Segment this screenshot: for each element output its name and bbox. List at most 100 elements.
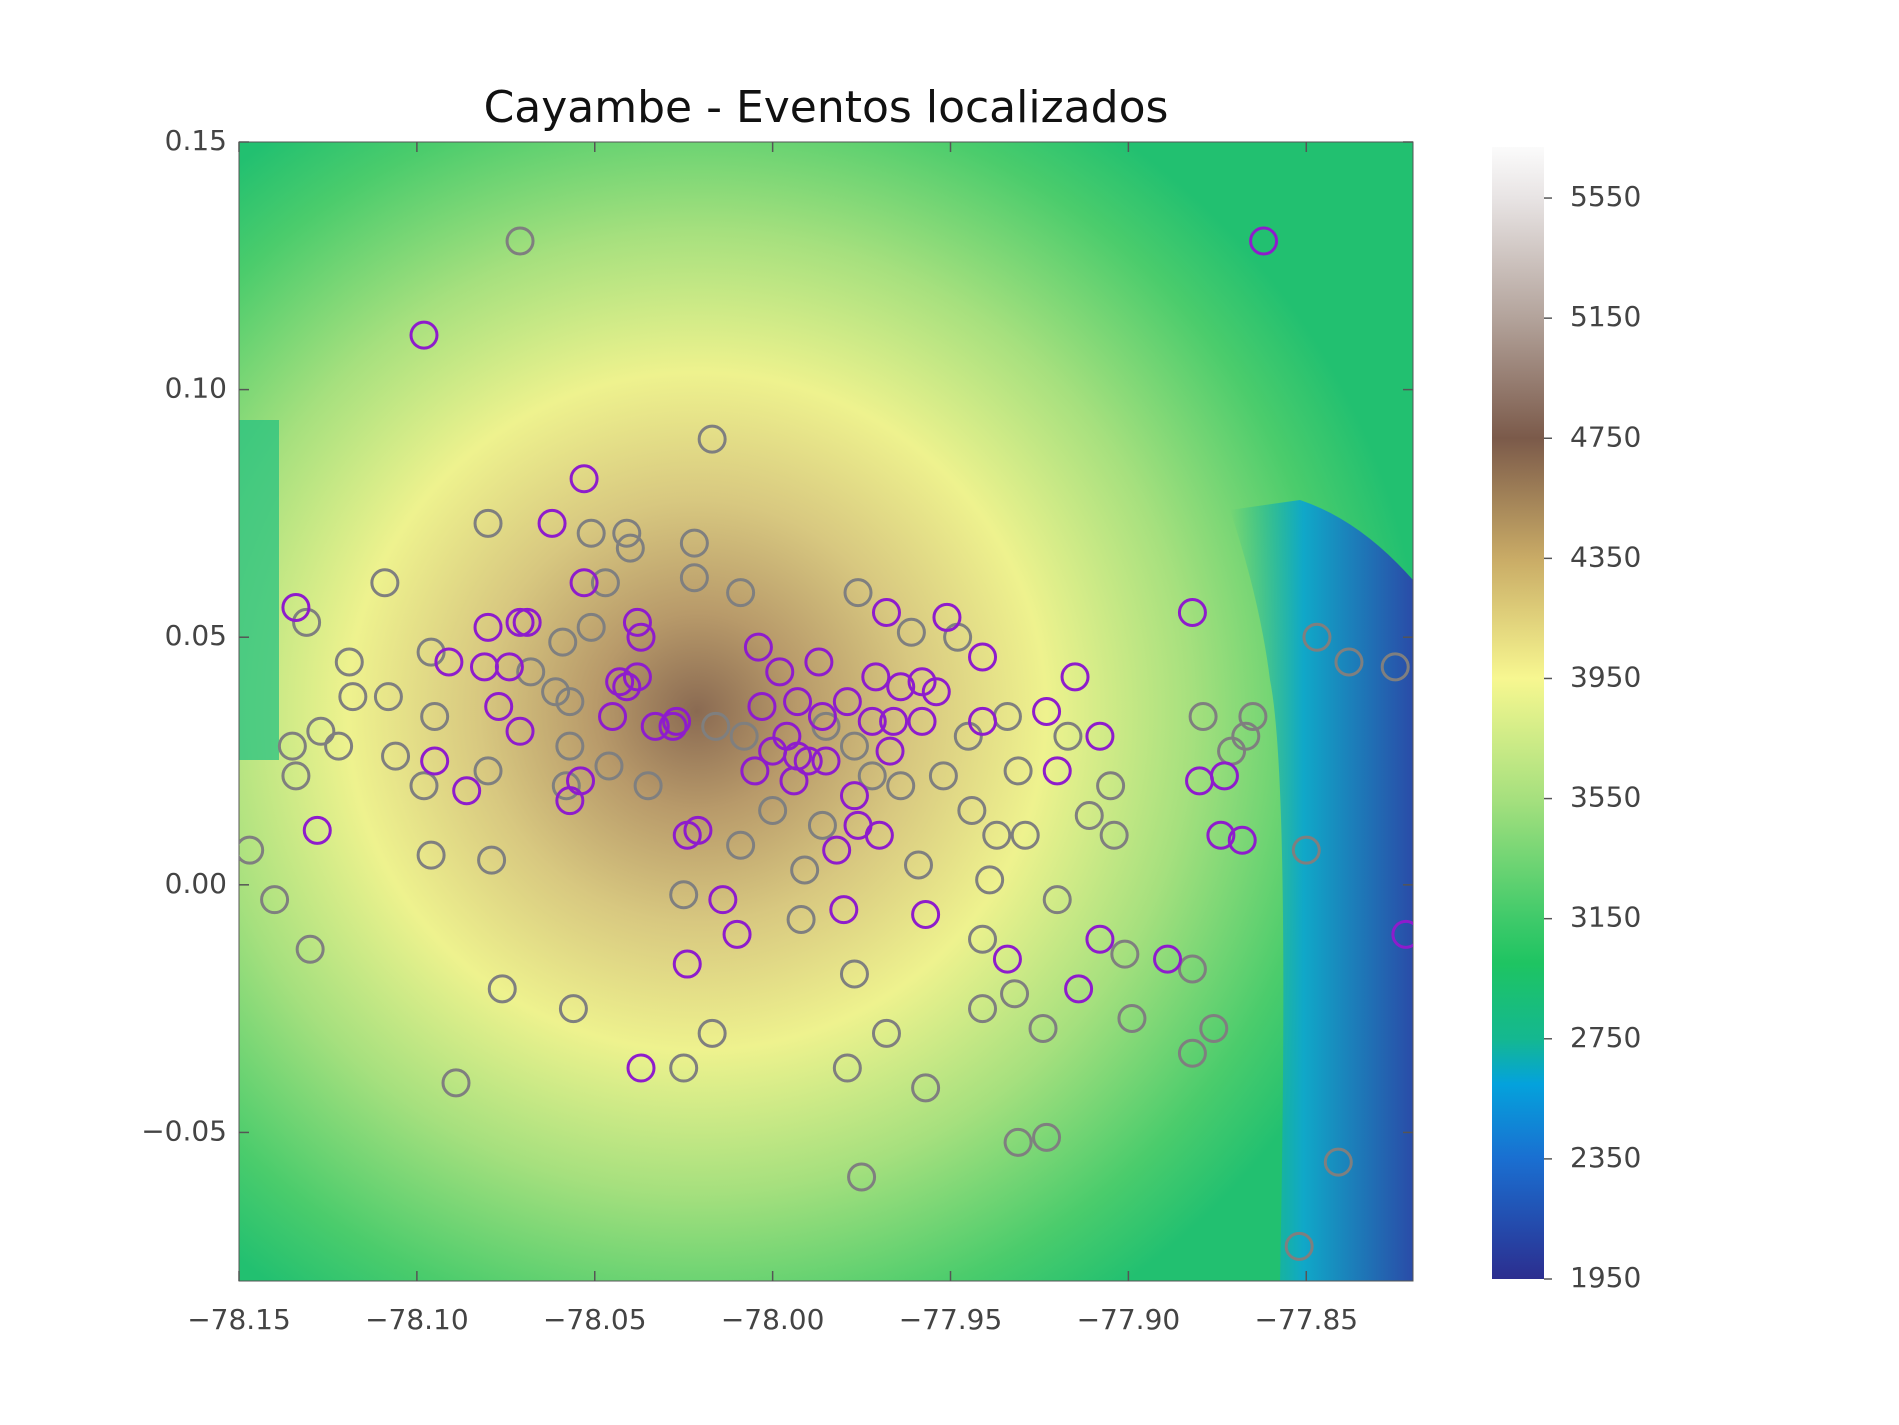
event-marker [569, 464, 599, 494]
event-marker [1110, 939, 1140, 969]
event-marker [373, 682, 403, 712]
event-marker [420, 701, 450, 731]
event-marker [726, 830, 756, 860]
event-marker [281, 761, 311, 791]
event-marker [968, 994, 998, 1024]
event-marker [1391, 919, 1413, 949]
event-marker [640, 711, 670, 741]
event-marker [576, 518, 606, 548]
event-marker [1199, 1013, 1229, 1043]
event-marker [807, 701, 837, 731]
event-marker [537, 508, 567, 538]
event-marker [722, 919, 752, 949]
x-tick-label: −78.05 [543, 1303, 647, 1336]
event-marker [1032, 1122, 1062, 1152]
event-marker [726, 578, 756, 608]
x-tick-label: −78.00 [721, 1303, 825, 1336]
event-marker [1323, 1147, 1353, 1177]
event-marker [1227, 825, 1257, 855]
event-marker [1032, 697, 1062, 726]
event-marker [1249, 226, 1279, 256]
event-marker [622, 662, 652, 692]
event-marker [277, 731, 307, 761]
x-tick-label: −78.10 [365, 1303, 469, 1336]
y-tick-label: 0.15 [165, 124, 227, 157]
event-marker [669, 1053, 699, 1083]
event-marker [804, 647, 834, 677]
event-marker [1003, 756, 1033, 786]
event-marker [292, 607, 322, 637]
event-marker [708, 885, 738, 915]
event-marker [1188, 701, 1218, 731]
event-marker [569, 568, 599, 598]
event-marker [1099, 820, 1129, 850]
event-marker [548, 627, 578, 657]
event-marker [822, 835, 852, 865]
y-tick-label: 0.10 [165, 372, 227, 405]
event-marker [832, 1053, 862, 1083]
event-marker [1042, 885, 1072, 915]
event-marker [839, 959, 869, 989]
event-marker [683, 815, 713, 845]
event-marker [615, 533, 645, 563]
event-marker [758, 796, 788, 826]
x-tick-label: −78.15 [187, 1303, 291, 1336]
event-marker [679, 563, 709, 593]
event-marker [1238, 701, 1268, 731]
event-marker [1042, 756, 1072, 786]
event-marker [1291, 835, 1321, 865]
event-marker [911, 900, 941, 930]
event-marker [871, 1018, 901, 1048]
event-marker [558, 994, 588, 1024]
y-tick-label: 0.05 [165, 619, 227, 652]
x-tick-label: −77.95 [899, 1303, 1003, 1336]
event-marker [281, 593, 311, 623]
event-marker [911, 1073, 941, 1103]
event-marker [633, 771, 663, 801]
event-marker [590, 568, 620, 598]
colorbar-tick-label: 4750 [1570, 420, 1641, 453]
event-marker [541, 677, 571, 707]
event-marker [484, 692, 514, 722]
event-marker [516, 657, 546, 687]
event-marker [1177, 954, 1207, 984]
event-marker [1302, 622, 1332, 652]
event-marker [1153, 944, 1183, 974]
event-marker [793, 746, 823, 776]
event-marker [765, 657, 795, 687]
event-marker [861, 662, 891, 692]
colorbar-tick-label: 5550 [1570, 180, 1641, 213]
event-marker [857, 761, 887, 791]
y-tick-label: 0.00 [165, 867, 227, 900]
event-marker [473, 612, 503, 642]
colorbar-tick-label: 3950 [1570, 660, 1641, 693]
colorbar-tick-label: 2350 [1570, 1141, 1641, 1174]
event-marker [338, 682, 368, 712]
terrain-background [239, 142, 1413, 1281]
event-marker [612, 518, 642, 548]
event-marker [555, 687, 585, 717]
event-marker [381, 741, 411, 771]
event-marker [452, 776, 482, 806]
event-marker [441, 1068, 471, 1098]
event-marker [968, 924, 998, 954]
colorbar-tick-label: 1950 [1570, 1261, 1641, 1294]
event-marker [1334, 647, 1364, 677]
event-marker [729, 721, 759, 751]
event-marker [957, 796, 987, 826]
event-marker [295, 934, 325, 964]
event-marker [473, 756, 503, 786]
event-marker [982, 820, 1012, 850]
event-marker [697, 424, 727, 454]
colorbar-tick-label: 3150 [1570, 901, 1641, 934]
event-marker [1053, 721, 1083, 751]
event-marker [416, 840, 446, 870]
markers [239, 226, 1413, 1261]
x-tick-label: −77.90 [1077, 1303, 1181, 1336]
event-marker [975, 865, 1005, 895]
event-marker [487, 974, 517, 1004]
event-marker [662, 706, 692, 736]
event-marker [1085, 721, 1115, 751]
event-marker [409, 320, 439, 350]
event-marker [1206, 820, 1236, 850]
